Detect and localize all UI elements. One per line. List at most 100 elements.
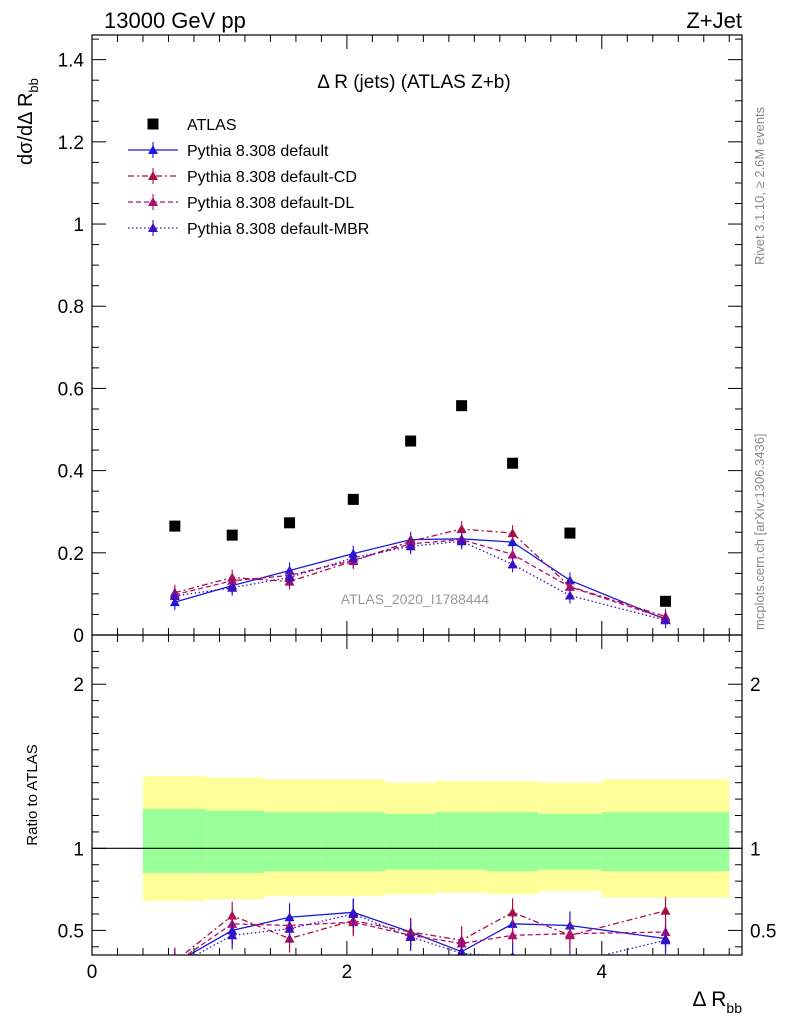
analysis-watermark: ATLAS_2020_I1788444 <box>341 591 490 607</box>
main-y-axis-label: dσ/dΔ Rbb <box>15 78 41 165</box>
process-label: Z+Jet <box>686 8 742 33</box>
legend-label: Pythia 8.308 default <box>187 143 329 160</box>
x-axis-label: Δ Rbb <box>693 988 743 1016</box>
x-tick-label: 4 <box>597 962 608 983</box>
plot-title: Δ R (jets) (ATLAS Z+b) <box>317 72 510 93</box>
series-atlas <box>169 400 672 607</box>
ratio-series-line <box>194 913 666 955</box>
ratio-series-pythia-8-308-default-mbr <box>170 899 671 970</box>
data-point <box>284 517 296 529</box>
green-band-bin <box>264 812 322 872</box>
data-point <box>169 590 180 600</box>
main-y-tick-label: 0.4 <box>58 462 85 483</box>
data-point <box>348 552 359 562</box>
plot-frames <box>91 34 743 956</box>
svg-text:dσ/dΔ Rbb: dσ/dΔ Rbb <box>15 78 41 165</box>
main-y-tick-label: 1.2 <box>58 133 84 154</box>
main-y-tick-label: 0.6 <box>58 379 84 400</box>
data-point <box>226 529 238 541</box>
legend-marker <box>147 118 159 130</box>
series-pythia-8-308-default-dl <box>169 531 671 627</box>
data-point <box>507 549 518 559</box>
data-point <box>405 541 416 551</box>
data-point <box>564 581 575 591</box>
green-band-bin <box>321 812 386 872</box>
series-pythia-8-308-default-cd <box>169 520 671 625</box>
data-point <box>284 572 295 582</box>
legend: ATLAS Pythia 8.308 default Pythia 8.308 de… <box>128 117 369 238</box>
ratio-point <box>284 923 295 933</box>
data-point <box>347 493 359 505</box>
ratio-y-tick-label-right: 0.5 <box>750 921 776 942</box>
data-point <box>564 590 575 600</box>
data-point <box>507 528 518 538</box>
ratio-point <box>170 961 180 970</box>
legend-marker <box>148 197 158 206</box>
ratio-point <box>507 907 518 917</box>
ratio-point <box>660 935 671 945</box>
ratio-frame <box>91 634 743 956</box>
data-point <box>660 595 672 607</box>
ratio-y-tick-label-right: 1 <box>750 839 761 860</box>
main-series-group <box>169 400 672 629</box>
legend-entry-pythia-8-308-default-cd: Pythia 8.308 default-CD <box>128 168 357 186</box>
data-point <box>507 537 518 547</box>
ratio-y-tick-label: 2 <box>73 675 84 696</box>
green-band-bin <box>206 810 265 873</box>
legend-marker <box>148 223 158 232</box>
series-pythia-8-308-default-mbr <box>169 533 671 629</box>
collision-energy-label: 13000 GeV pp <box>104 8 246 33</box>
ratio-point <box>564 928 575 938</box>
main-y-tick-label: 0.2 <box>58 544 84 565</box>
main-y-tick-label: 1 <box>73 215 84 236</box>
legend-marker <box>148 171 158 180</box>
data-point <box>456 523 467 533</box>
ratio-series-pythia-8-308-default-dl <box>170 908 671 967</box>
ratio-series-pythia-8-308-default <box>170 898 671 967</box>
ratio-point <box>565 958 575 967</box>
ratio-point <box>405 931 416 941</box>
ratio-y-axis-label: Ratio to ATLAS <box>24 744 41 845</box>
mcplots-reference-label: mcplots.cern.ch [arXiv:1306.3436] <box>752 433 767 630</box>
svg-text:Δ Rbb: Δ Rbb <box>693 988 743 1016</box>
ratio-series-line <box>181 910 666 955</box>
ratio-y-tick-label: 1 <box>73 839 84 860</box>
axis-tick-labels: 0 0.2 0.4 0.6 0.8 1 1.2 1.4 0 2 4 0.5 0.5 1 1 2 2 <box>58 51 777 983</box>
legend-label: ATLAS <box>187 117 237 134</box>
data-point <box>660 615 671 625</box>
main-y-tick-label: 1.4 <box>58 51 85 72</box>
ratio-point <box>457 948 466 955</box>
ratio-point <box>660 905 671 915</box>
ratio-point <box>170 957 180 966</box>
green-band-bin <box>538 813 602 870</box>
legend-label: Pythia 8.308 default-MBR <box>187 221 369 238</box>
ratio-point <box>348 908 359 918</box>
green-band-bin <box>487 812 539 872</box>
data-point <box>405 435 417 447</box>
legend-marker <box>148 145 158 154</box>
ratio-point <box>510 951 515 955</box>
legend-entry-pythia-8-308-default-dl: Pythia 8.308 default-DL <box>128 194 354 212</box>
data-point <box>507 457 519 469</box>
ratio-point <box>170 958 180 967</box>
axis-ticks <box>91 35 742 955</box>
ratio-point <box>170 958 180 967</box>
legend-label: Pythia 8.308 default-DL <box>187 195 354 212</box>
green-band-bin <box>436 812 488 870</box>
main-y-tick-label: 0.8 <box>58 297 84 318</box>
data-point <box>456 400 468 412</box>
data-point <box>564 527 576 539</box>
green-band-bin <box>601 812 730 872</box>
ratio-point <box>227 930 238 940</box>
data-point <box>227 582 238 592</box>
ratio-series-group <box>170 896 671 970</box>
data-point <box>456 536 467 546</box>
series-pythia-8-308-default <box>169 530 671 628</box>
ratio-point <box>507 930 518 940</box>
x-tick-label: 0 <box>87 962 98 983</box>
ratio-uncertainty-bands <box>142 776 730 901</box>
legend-entry-pythia-8-308-default-mbr: Pythia 8.308 default-MBR <box>128 220 369 238</box>
ratio-y-tick-label-right: 2 <box>750 675 761 696</box>
green-band-bin <box>385 813 437 870</box>
